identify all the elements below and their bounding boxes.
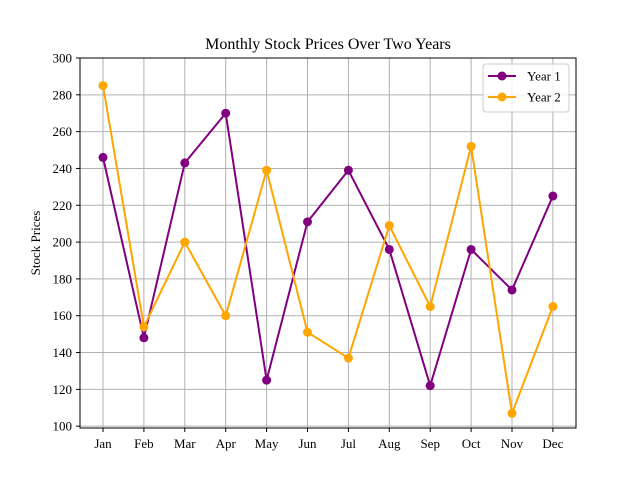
x-tick-label: Nov — [501, 436, 524, 451]
data-point — [139, 322, 149, 332]
plot-frame — [79, 57, 577, 429]
x-tick-label: Jun — [298, 436, 317, 451]
legend-label: Year 2 — [527, 90, 561, 105]
data-point — [343, 353, 353, 363]
series-2 — [98, 81, 558, 418]
data-point — [303, 217, 312, 227]
x-tick-label: Jul — [341, 436, 357, 451]
data-point — [343, 165, 353, 175]
data-point — [180, 158, 190, 168]
data-point — [384, 221, 394, 231]
data-point — [262, 375, 272, 385]
legend-marker — [497, 92, 507, 102]
y-tick-label: 120 — [53, 382, 73, 397]
y-tick-label: 180 — [53, 271, 73, 286]
y-tick-label: 260 — [53, 124, 73, 139]
data-point — [507, 408, 517, 418]
series-1 — [98, 108, 558, 391]
legend-label: Year 1 — [527, 69, 561, 84]
y-tick-label: 140 — [53, 345, 73, 360]
x-tick-label: Aug — [378, 436, 401, 451]
y-tick-label: 200 — [53, 235, 73, 250]
y-tick-label: 280 — [53, 87, 73, 102]
y-tick-label: 300 — [53, 51, 73, 66]
y-tick-label: 220 — [53, 198, 73, 213]
data-point — [262, 165, 272, 175]
x-tick-label: Apr — [216, 436, 237, 451]
axis-ticks: Jan Feb Mar Apr May Jun Jul Aug Sep Oct Nov Dec 100 1… — [53, 51, 564, 452]
y-tick-label: 160 — [53, 308, 73, 323]
x-tick-label: Dec — [542, 436, 563, 451]
data-point — [466, 141, 476, 151]
x-tick-label: Mar — [174, 436, 196, 451]
data-point — [98, 81, 108, 91]
data-point — [221, 108, 231, 118]
chart-title: Monthly Stock Prices Over Two Years — [205, 36, 451, 53]
data-point — [507, 285, 517, 295]
y-tick-label: 240 — [53, 161, 73, 176]
data-point — [425, 381, 435, 391]
x-tick-label: Feb — [134, 436, 154, 451]
data-point — [180, 237, 190, 247]
x-tick-label: May — [255, 436, 279, 451]
data-point — [466, 244, 476, 254]
data-point — [384, 244, 394, 254]
x-tick-label: Jan — [94, 436, 112, 451]
data-point — [548, 302, 558, 312]
series-line — [102, 85, 554, 415]
legend-marker — [497, 71, 507, 81]
series-line — [102, 112, 554, 387]
data-point — [303, 327, 312, 337]
y-axis-label: Stock Prices — [28, 211, 43, 276]
x-tick-label: Sep — [420, 436, 440, 451]
data-point — [548, 191, 558, 201]
data-point — [98, 152, 108, 162]
grid — [80, 57, 576, 428]
data-point — [221, 311, 231, 321]
x-tick-label: Oct — [462, 436, 481, 451]
series-group — [98, 81, 558, 418]
data-point — [139, 333, 149, 343]
data-point — [425, 302, 435, 312]
legend: Year 1 Year 2 — [482, 63, 570, 113]
y-tick-label: 100 — [53, 419, 73, 434]
